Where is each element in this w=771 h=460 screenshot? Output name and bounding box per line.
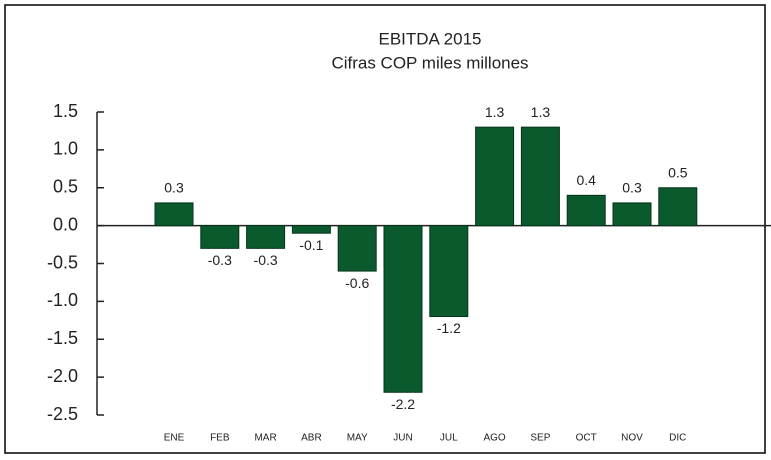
y-tick-label: 0.0 [53, 214, 78, 234]
bar [246, 225, 286, 249]
data-label: 1.3 [531, 104, 551, 120]
bar [520, 126, 560, 227]
y-tick-label: -0.5 [47, 252, 78, 272]
bar [291, 225, 331, 234]
data-label: 0.4 [576, 172, 596, 188]
x-tick-label: FEB [210, 433, 230, 444]
bar [658, 187, 698, 227]
x-tick-label: MAR [254, 433, 276, 444]
data-label: 0.5 [668, 164, 688, 180]
data-label: 0.3 [164, 180, 184, 196]
bar [337, 225, 377, 272]
bar [154, 202, 194, 227]
x-tick-label: OCT [576, 433, 597, 444]
data-label: -1.2 [437, 320, 461, 336]
data-label: -0.3 [208, 252, 232, 268]
x-tick-label: JUL [440, 433, 458, 444]
bar [200, 225, 240, 249]
bar [475, 126, 515, 227]
bar [566, 194, 606, 227]
data-label: -2.2 [391, 396, 415, 412]
y-tick-label: -1.5 [47, 328, 78, 348]
x-tick-label: MAY [347, 433, 368, 444]
bar [612, 202, 652, 227]
x-tick-label: SEP [530, 433, 550, 444]
bar [429, 225, 469, 318]
x-tick-label: JUN [393, 433, 412, 444]
chart-title: EBITDA 2015 [378, 29, 481, 48]
y-tick-label: -1.0 [47, 290, 78, 310]
data-label: -0.6 [345, 275, 369, 291]
data-label: 1.3 [485, 104, 505, 120]
x-tick-label: AGO [483, 433, 505, 444]
chart-subtitle: Cifras COP miles millones [331, 53, 528, 72]
x-tick-label: ENE [164, 433, 185, 444]
x-tick-label: DIC [669, 433, 686, 444]
x-tick-label: NOV [621, 433, 643, 444]
data-label: -0.3 [254, 252, 278, 268]
x-tick-label: ABR [301, 433, 322, 444]
y-tick-label: 1.5 [53, 101, 78, 121]
data-label: -0.1 [299, 237, 323, 253]
bar [383, 225, 423, 393]
data-label: 0.3 [622, 180, 642, 196]
y-tick-label: 0.5 [53, 177, 78, 197]
y-tick-label: -2.0 [47, 366, 78, 386]
y-tick-label: -2.5 [47, 404, 78, 424]
y-tick-label: 1.0 [53, 139, 78, 159]
